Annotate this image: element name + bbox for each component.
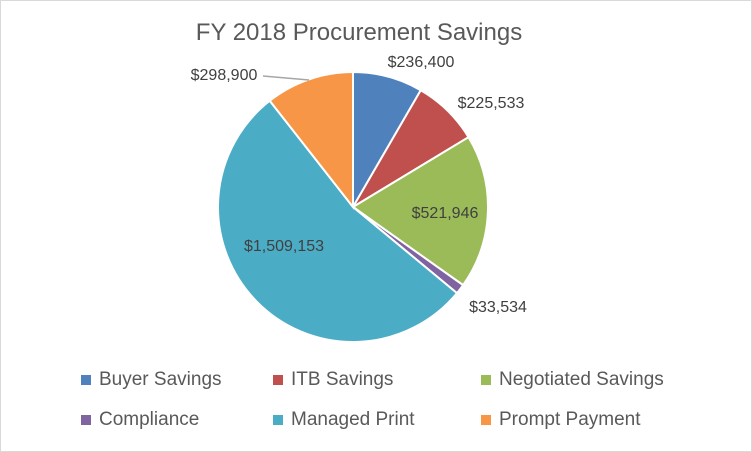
data-label-buyer-savings: $236,400 [388, 54, 455, 71]
legend-swatch [273, 375, 283, 385]
legend-label: Compliance [99, 409, 200, 430]
legend-label: Managed Print [291, 409, 415, 430]
pie-slice-managed-print [217, 99, 459, 343]
pie-slice-negotiated-savings [351, 135, 489, 287]
legend-swatch [481, 415, 491, 425]
legend-item-compliance: Compliance [81, 409, 273, 431]
legend-item-prompt-payment: Prompt Payment [481, 409, 721, 431]
legend-swatch [273, 415, 283, 425]
legend-label: Negotiated Savings [499, 369, 664, 390]
data-label-managed-print: $1,509,153 [244, 238, 324, 255]
data-label-prompt-payment: $298,900 [191, 67, 258, 84]
legend-item-negotiated-savings: Negotiated Savings [481, 369, 721, 391]
legend-item-managed-print: Managed Print [273, 409, 481, 431]
data-label-negotiated-savings: $521,946 [412, 205, 479, 222]
legend-swatch [81, 415, 91, 425]
legend-swatch [81, 375, 91, 385]
data-label-itb-savings: $225,533 [458, 95, 525, 112]
legend-swatch [481, 375, 491, 385]
chart-title: FY 2018 Procurement Savings [195, 19, 523, 46]
legend-label: Buyer Savings [99, 369, 222, 390]
legend-label: ITB Savings [291, 369, 394, 390]
leader-line-prompt-payment [262, 75, 310, 81]
legend-label: Prompt Payment [499, 409, 641, 430]
legend-item-buyer-savings: Buyer Savings [81, 369, 273, 391]
legend: Buyer Savings ITB Savings Negotiated Savin… [81, 369, 721, 431]
data-label-compliance: $33,534 [469, 299, 527, 316]
legend-item-itb-savings: ITB Savings [273, 369, 481, 391]
